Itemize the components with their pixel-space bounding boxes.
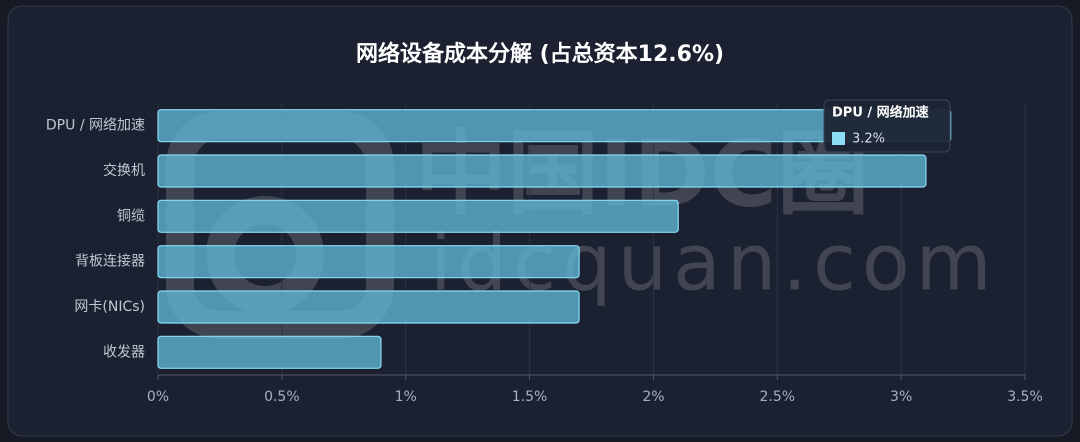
- y-tick-label: 铜缆: [117, 208, 145, 224]
- y-tick-label: 交换机: [103, 162, 145, 179]
- x-tick-label: 3.5%: [1007, 389, 1043, 405]
- chart-title: 网络设备成本分解 (占总资本12.6%): [356, 41, 724, 67]
- x-tick-label: 1.5%: [512, 389, 548, 405]
- y-tick-label: 背板连接器: [75, 253, 145, 270]
- bar: [157, 290, 580, 324]
- y-tick-label: DPU / 网络加速: [46, 118, 145, 134]
- tooltip-title: DPU / 网络加速: [832, 105, 929, 121]
- x-tick-label: 2.5%: [759, 389, 795, 405]
- x-tick-label: 0.5%: [264, 389, 300, 405]
- x-tick-label: 1%: [395, 389, 417, 405]
- x-tick-label: 3%: [890, 389, 912, 405]
- bar: [157, 199, 679, 233]
- bar: [157, 335, 382, 369]
- x-tick-label: 2%: [642, 389, 664, 405]
- bar: [157, 245, 580, 279]
- y-tick-label: 收发器: [103, 344, 145, 360]
- bar: [157, 109, 952, 143]
- y-tick-label: 网卡(NICs): [74, 299, 145, 315]
- tooltip-value: 3.2%: [852, 132, 885, 147]
- tooltip: [823, 99, 951, 153]
- tooltip-swatch: [832, 132, 845, 145]
- bar: [157, 154, 927, 188]
- x-tick-label: 0%: [147, 389, 169, 405]
